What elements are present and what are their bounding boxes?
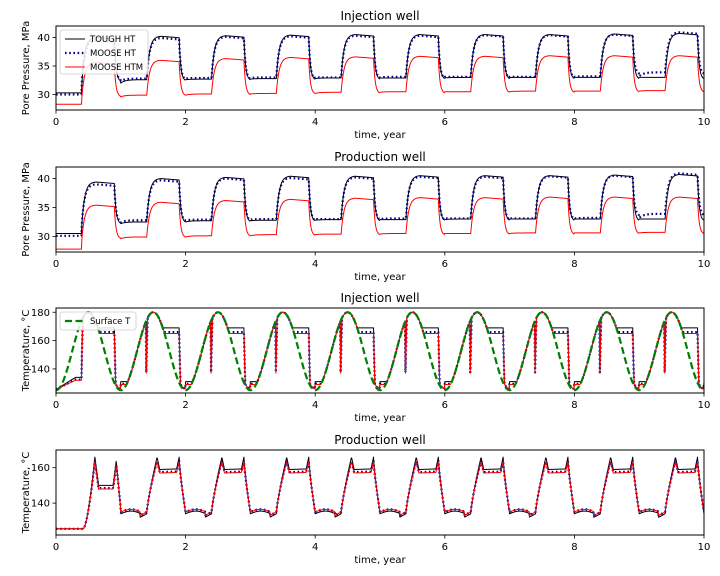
panel-1-x-tick-label: 10: [698, 259, 711, 270]
panel-0-legend-label-0: TOUGH HT: [89, 35, 136, 45]
panel-1-x-tick-label: 2: [182, 259, 188, 270]
panel-1-x-tick-label: 0: [53, 259, 59, 270]
panel-0-x-tick-label: 6: [442, 117, 448, 128]
panel-0-x-tick-label: 4: [312, 117, 318, 128]
panel-3-y-tick-label: 160: [31, 463, 50, 474]
panel-2-x-tick-label: 2: [182, 400, 188, 411]
panel-2-x-tick-label: 8: [571, 400, 577, 411]
panel-0-title: Injection well: [340, 9, 419, 23]
panel-3-x-axis-label: time, year: [354, 555, 406, 566]
panel-1-x-tick-label: 6: [442, 259, 448, 270]
panel-1-series-line-0: [56, 174, 704, 234]
panel-1-series-line-2: [56, 196, 704, 250]
panel-0-x-tick-label: 0: [53, 117, 59, 128]
panel-3-series-line-0: [56, 456, 704, 530]
panel-2-series-line-3: [56, 311, 704, 392]
panel-3-frame: [55, 449, 705, 536]
panel-2-x-tick-label: 10: [698, 400, 711, 411]
panel-0-legend: TOUGH HT MOOSE HT MOOSE HTM: [59, 29, 149, 75]
panel-1-plot-area: [56, 172, 704, 250]
panel-0-frame: [55, 25, 705, 111]
panel-0-legend-label-2: MOOSE HTM: [90, 63, 143, 73]
panel-0-x-tick-label: 2: [182, 117, 188, 128]
panel-2-y-tick-label: 160: [31, 336, 50, 347]
panel-2-legend: Surface T: [59, 311, 137, 331]
panel-3-series-line-1: [56, 459, 704, 530]
panel-1-x-axis-label: time, year: [354, 272, 406, 283]
panel-2-y-axis-label: Temperature, °C: [21, 310, 32, 393]
panel-1-title: Production well: [334, 150, 426, 164]
panel-3-x-tick-label: 10: [698, 542, 711, 553]
panel-2-series-line-1: [56, 311, 704, 391]
panel-2-x-axis-label: time, year: [354, 413, 406, 424]
panel-2-y-tick-label: 140: [31, 364, 50, 375]
panel-2-title: Injection well: [340, 291, 419, 305]
panel-0-legend-label-1: MOOSE HT: [90, 49, 137, 59]
panel-0-series-line-2: [56, 55, 704, 105]
panel-3-series-line-2: [56, 461, 704, 530]
panel-0-plot-area: [56, 31, 704, 105]
panel-2-legend-label-0: Surface T: [90, 317, 131, 327]
panel-0-x-tick-label: 8: [571, 117, 577, 128]
panel-2-x-tick-label: 6: [442, 400, 448, 411]
panel-0-y-axis-label: Pore Pressure, MPa: [21, 21, 32, 115]
panel-3-plot-area: [56, 456, 704, 530]
panel-0-series-line-1: [56, 31, 704, 96]
panel-3-title: Production well: [334, 433, 426, 447]
panel-0-y-tick-label: 30: [37, 90, 50, 101]
panel-1-y-tick-label: 40: [37, 174, 50, 185]
panel-2-series-line-0: [56, 311, 704, 390]
panel-3-y-tick-label: 140: [31, 499, 50, 510]
panel-1-x-tick-label: 8: [571, 259, 577, 270]
panel-2-frame: [55, 307, 705, 394]
panel-3-y-axis-label: Temperature, °C: [21, 452, 32, 535]
panel-1-x-tick-label: 4: [312, 259, 318, 270]
panel-1-y-tick-label: 35: [37, 203, 50, 214]
panel-2-series-line-2: [56, 311, 704, 390]
panel-1-series-line-1: [56, 172, 704, 237]
panel-3-x-tick-label: 6: [442, 542, 448, 553]
panel-0-y-tick-label: 35: [37, 62, 50, 73]
panel-3-x-tick-label: 8: [571, 542, 577, 553]
panel-2-x-tick-label: 0: [53, 400, 59, 411]
panel-2-y-tick-label: 180: [31, 308, 50, 319]
panel-0-y-tick-label: 40: [37, 33, 50, 44]
panel-3-x-tick-label: 2: [182, 542, 188, 553]
panel-1-y-tick-label: 30: [37, 232, 50, 243]
panel-3-x-tick-label: 0: [53, 542, 59, 553]
panel-0-x-axis-label: time, year: [354, 130, 406, 141]
panel-2-x-tick-label: 4: [312, 400, 318, 411]
panel-1-frame: [55, 166, 705, 253]
panel-2-plot-area: [56, 311, 704, 392]
panel-1-y-axis-label: Pore Pressure, MPa: [21, 162, 32, 256]
panel-3-x-tick-label: 4: [312, 542, 318, 553]
panel-0-x-tick-label: 10: [698, 117, 711, 128]
